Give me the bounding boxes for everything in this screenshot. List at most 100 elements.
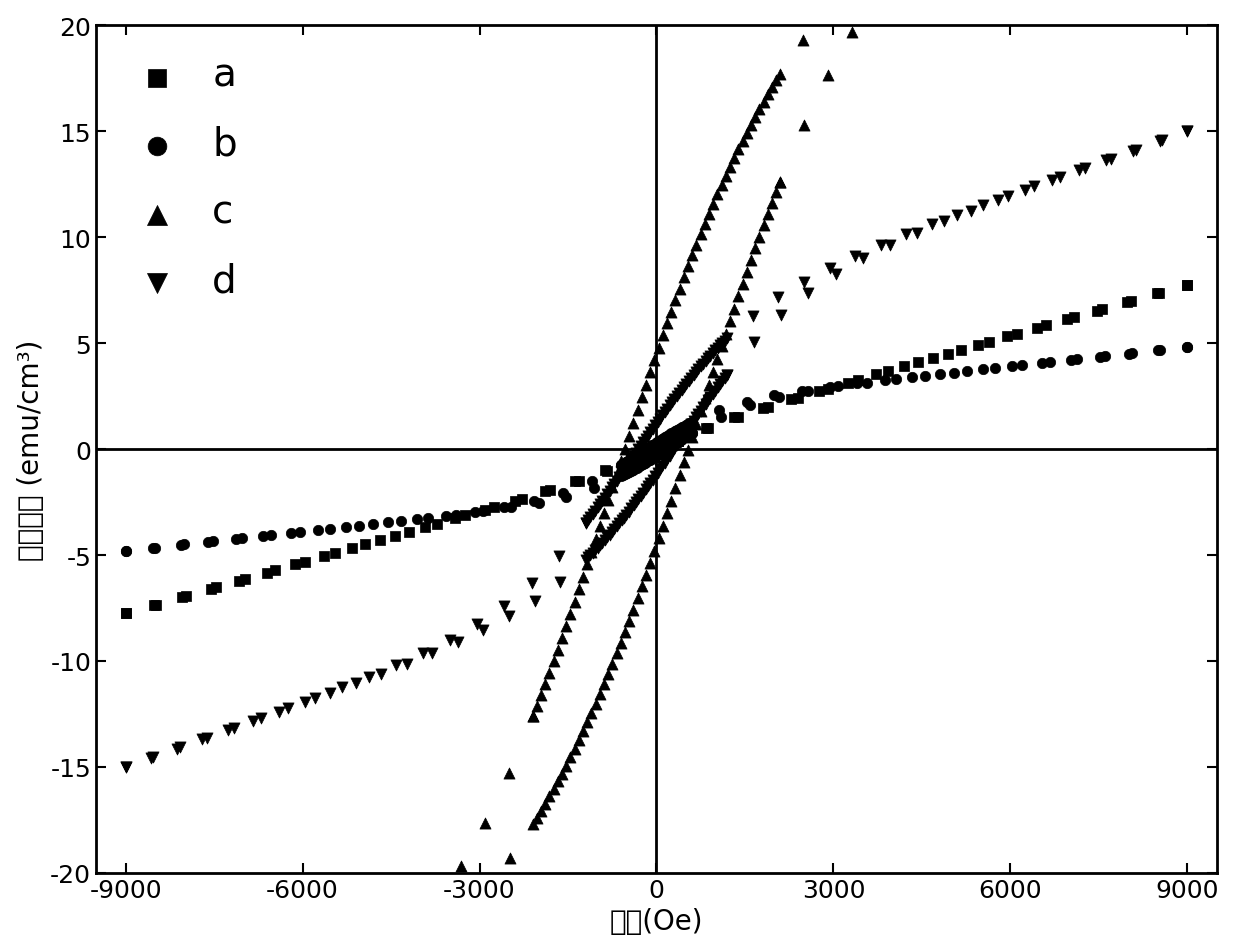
a xyxy=(206,580,226,595)
a xyxy=(653,438,673,453)
a xyxy=(655,437,675,452)
b xyxy=(765,388,785,404)
c xyxy=(661,305,681,320)
Point xyxy=(640,452,660,467)
Point xyxy=(655,440,675,455)
Point xyxy=(371,533,391,548)
Point xyxy=(988,193,1008,208)
b xyxy=(621,452,641,467)
d xyxy=(606,473,626,488)
b xyxy=(635,443,655,458)
c xyxy=(427,897,446,912)
Point xyxy=(551,575,570,590)
a xyxy=(386,528,405,544)
Point xyxy=(455,508,475,524)
c xyxy=(816,4,836,19)
d xyxy=(657,402,677,417)
Point xyxy=(1151,134,1171,149)
d xyxy=(652,408,672,424)
b xyxy=(662,426,682,442)
Point xyxy=(908,355,928,370)
a xyxy=(666,432,686,447)
a xyxy=(632,447,652,463)
b xyxy=(624,450,644,466)
d xyxy=(677,376,697,391)
b xyxy=(1068,352,1087,367)
Point xyxy=(663,437,683,452)
a xyxy=(630,448,650,464)
Point xyxy=(645,444,665,459)
a xyxy=(657,436,677,451)
Point xyxy=(662,439,682,454)
Point xyxy=(712,340,732,355)
a xyxy=(661,435,681,450)
Point xyxy=(1032,356,1052,371)
b xyxy=(903,370,923,386)
a xyxy=(625,450,645,466)
c xyxy=(624,416,644,431)
Point xyxy=(626,461,646,476)
c xyxy=(682,248,702,264)
Point xyxy=(661,437,681,452)
Point xyxy=(141,750,161,765)
Point xyxy=(446,507,466,523)
d xyxy=(578,513,598,528)
Point xyxy=(609,516,629,531)
d xyxy=(794,275,813,290)
Point xyxy=(605,522,625,537)
Point xyxy=(498,609,518,625)
c xyxy=(582,545,601,560)
d xyxy=(665,392,684,407)
Point xyxy=(708,381,728,396)
Point xyxy=(614,467,634,483)
Point xyxy=(619,466,639,481)
Point xyxy=(646,444,666,459)
a xyxy=(642,443,662,458)
d xyxy=(143,750,162,765)
Point xyxy=(650,442,670,457)
Point xyxy=(1016,184,1035,199)
Point xyxy=(636,447,656,463)
Point xyxy=(593,535,613,550)
c xyxy=(569,582,589,597)
Point xyxy=(713,374,733,389)
c xyxy=(560,606,580,622)
c xyxy=(603,480,622,495)
a xyxy=(696,421,715,436)
b xyxy=(672,420,692,435)
Point xyxy=(418,510,438,526)
Point xyxy=(647,443,667,458)
Point xyxy=(619,505,639,520)
b xyxy=(611,458,631,473)
a xyxy=(923,351,942,367)
c xyxy=(557,619,577,634)
Point xyxy=(580,547,600,563)
b xyxy=(652,432,672,447)
c xyxy=(766,73,786,89)
a xyxy=(265,563,285,578)
Point xyxy=(708,352,728,367)
a xyxy=(660,435,680,450)
Point xyxy=(167,742,187,757)
d xyxy=(683,367,703,383)
Point xyxy=(666,435,686,450)
a xyxy=(631,447,651,463)
a xyxy=(644,442,663,457)
a xyxy=(645,442,665,457)
a xyxy=(506,493,526,508)
b xyxy=(709,403,729,418)
b xyxy=(646,436,666,451)
b xyxy=(792,384,812,399)
a xyxy=(657,436,677,451)
b xyxy=(680,416,699,431)
a xyxy=(667,432,687,447)
Point xyxy=(512,491,532,506)
Point xyxy=(706,384,725,399)
Point xyxy=(677,425,697,440)
Point xyxy=(646,448,666,464)
d xyxy=(588,501,608,516)
c xyxy=(724,151,744,167)
Point xyxy=(663,436,683,451)
a xyxy=(651,439,671,454)
d xyxy=(698,351,718,367)
